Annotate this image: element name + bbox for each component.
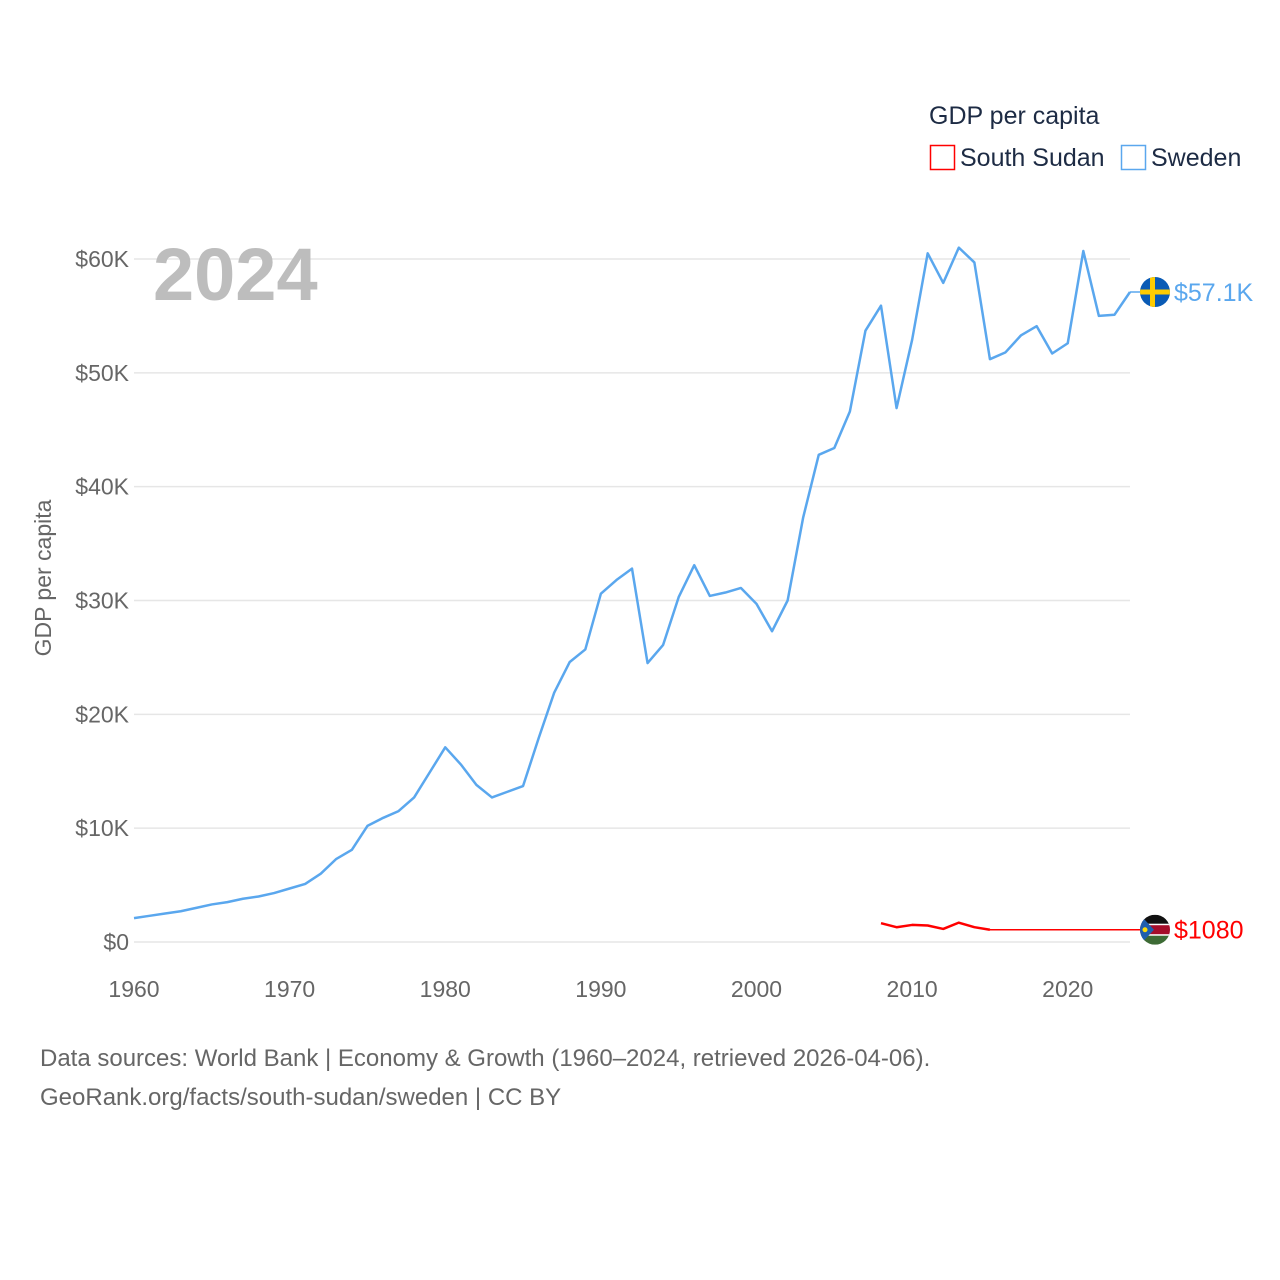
year-watermark: 2024 (153, 233, 318, 316)
y-tick-label: $40K (75, 474, 129, 500)
sweden-flag-icon (1140, 277, 1170, 308)
legend-swatch-sweden (1120, 144, 1147, 171)
x-tick-label: 1980 (420, 976, 471, 1002)
legend-label: South Sudan (960, 144, 1105, 172)
y-axis-label: GDP per capita (30, 499, 56, 656)
x-tick-label: 2000 (731, 976, 782, 1002)
legend-label: Sweden (1151, 144, 1241, 172)
x-tick-label: 2020 (1042, 976, 1093, 1002)
y-tick-label: $60K (75, 246, 129, 272)
legend-title: GDP per capita (929, 102, 1100, 130)
legend-item-sweden[interactable]: Sweden (1120, 144, 1242, 172)
x-tick-label: 1970 (264, 976, 315, 1002)
footer-sources: Data sources: World Bank | Economy & Gro… (40, 1045, 931, 1072)
legend-item-south-sudan[interactable]: South Sudan (929, 144, 1105, 172)
x-axis-ticks: 1960 1970 1980 1990 2000 2010 2020 (108, 976, 1093, 1002)
x-tick-label: 1990 (575, 976, 626, 1002)
y-tick-label: $10K (75, 815, 129, 841)
y-tick-label: $0 (103, 929, 129, 955)
series-line-sweden (133, 246, 1132, 920)
y-tick-label: $50K (75, 360, 129, 386)
footer-link[interactable]: GeoRank.org/facts/south-sudan/sweden | C… (40, 1084, 562, 1111)
south-sudan-flag-icon (1140, 914, 1170, 945)
end-value-label: $57.1K (1174, 279, 1254, 307)
series-lines (133, 246, 1155, 931)
x-tick-label: 1960 (108, 976, 159, 1002)
legend-swatch-south-sudan (929, 144, 956, 171)
end-value-label: $1080 (1174, 917, 1244, 945)
series-end-markers: $1080 $57.1K (1140, 277, 1254, 945)
y-tick-label: $30K (75, 588, 129, 614)
gridlines (134, 258, 1130, 943)
y-tick-label: $20K (75, 701, 129, 727)
series-line-south-sudan (880, 921, 991, 931)
y-axis-ticks: $0 $10K $20K $30K $40K $50K $60K (75, 246, 129, 955)
x-tick-label: 2010 (887, 976, 938, 1002)
